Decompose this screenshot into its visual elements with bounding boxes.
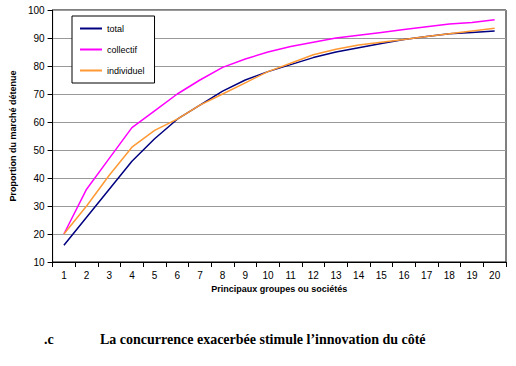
svg-text:40: 40 bbox=[33, 173, 45, 184]
svg-text:90: 90 bbox=[33, 33, 45, 44]
svg-text:Principaux groupes ou sociétés: Principaux groupes ou sociétés bbox=[211, 284, 347, 294]
svg-text:9: 9 bbox=[243, 270, 249, 281]
svg-text:13: 13 bbox=[330, 270, 342, 281]
svg-text:30: 30 bbox=[33, 201, 45, 212]
svg-text:14: 14 bbox=[353, 270, 365, 281]
svg-text:17: 17 bbox=[421, 270, 433, 281]
svg-text:12: 12 bbox=[308, 270, 320, 281]
svg-text:2: 2 bbox=[84, 270, 90, 281]
svg-text:individuel: individuel bbox=[107, 66, 145, 76]
svg-text:3: 3 bbox=[106, 270, 112, 281]
svg-text:18: 18 bbox=[444, 270, 456, 281]
svg-text:8: 8 bbox=[220, 270, 226, 281]
svg-text:19: 19 bbox=[466, 270, 478, 281]
svg-text:80: 80 bbox=[33, 61, 45, 72]
svg-text:La concurrence exacerbée stimu: La concurrence exacerbée stimule l’innov… bbox=[100, 332, 426, 347]
svg-text:60: 60 bbox=[33, 117, 45, 128]
svg-text:total: total bbox=[107, 24, 124, 34]
svg-text:4: 4 bbox=[129, 270, 135, 281]
svg-text:20: 20 bbox=[489, 270, 501, 281]
svg-text:16: 16 bbox=[398, 270, 410, 281]
svg-text:50: 50 bbox=[33, 145, 45, 156]
svg-text:5: 5 bbox=[152, 270, 158, 281]
svg-text:6: 6 bbox=[174, 270, 180, 281]
svg-text:Proportion du marché détenue: Proportion du marché détenue bbox=[8, 70, 18, 201]
svg-text:10: 10 bbox=[262, 270, 274, 281]
svg-text:100: 100 bbox=[28, 5, 45, 16]
svg-text:7: 7 bbox=[197, 270, 203, 281]
svg-text:70: 70 bbox=[33, 89, 45, 100]
svg-text:15: 15 bbox=[376, 270, 388, 281]
svg-text:11: 11 bbox=[285, 270, 296, 281]
svg-text:.c: .c bbox=[44, 332, 54, 347]
svg-text:1: 1 bbox=[61, 270, 67, 281]
svg-text:10: 10 bbox=[33, 257, 45, 268]
svg-text:20: 20 bbox=[33, 229, 45, 240]
svg-text:collectif: collectif bbox=[107, 45, 138, 55]
